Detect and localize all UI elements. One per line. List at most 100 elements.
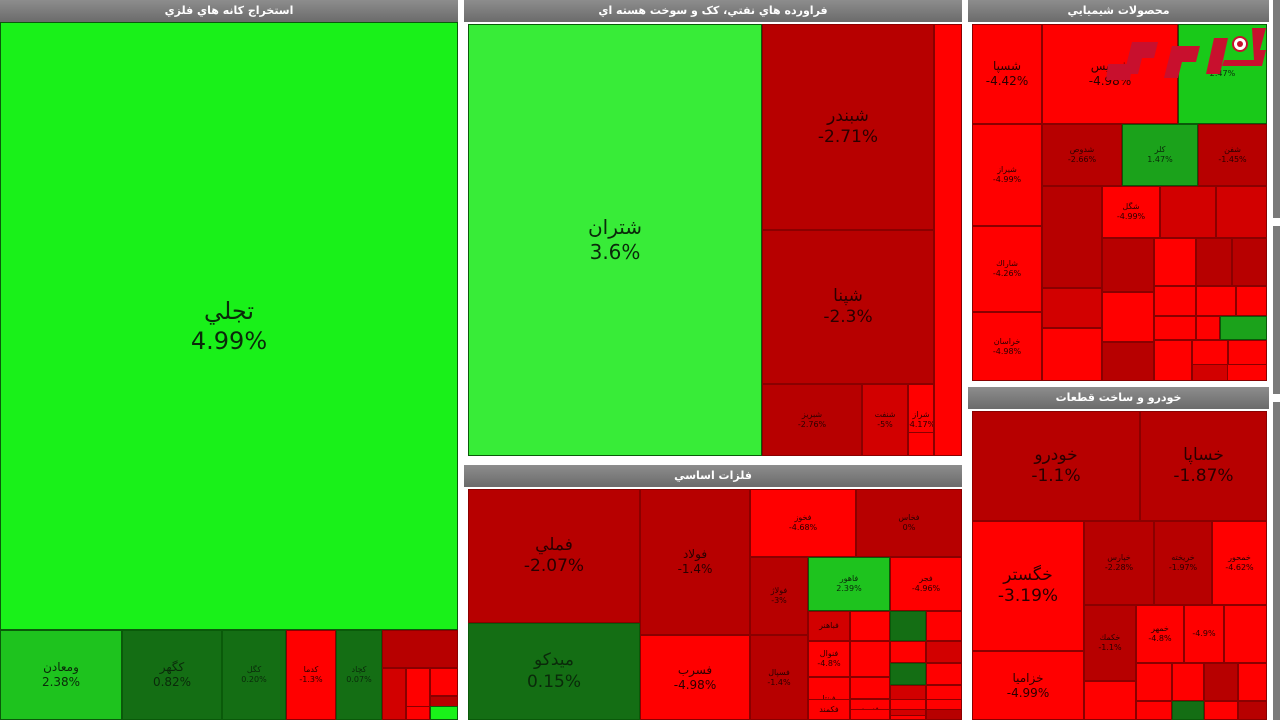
stock-tile[interactable]: خگستر -3.19% [972, 521, 1084, 651]
stock-tile[interactable] [1204, 663, 1238, 701]
stock-tile[interactable]: فنوال -4.8% [808, 641, 850, 677]
stock-tile[interactable]: فجر -4.96% [890, 557, 962, 611]
sector-chemical-products: محصولات شيميايي شسپا-4.42%شپديس-4.98%2.4… [968, 0, 1269, 381]
stock-tile[interactable] [1136, 663, 1172, 701]
stock-tile[interactable] [1154, 340, 1192, 381]
stock-tile[interactable]: خمحور -4.62% [1212, 521, 1267, 605]
stock-tile[interactable] [1238, 663, 1267, 701]
stock-tile[interactable]: شتران 3.6% [468, 24, 762, 456]
stock-tile[interactable]: فولاد -1.4% [640, 489, 750, 635]
stock-tile[interactable]: شسپا -4.42% [972, 24, 1042, 124]
stock-tile[interactable]: خكمك -1.1% [1084, 605, 1136, 681]
stock-tile[interactable]: فولاژ -3% [750, 557, 808, 635]
stock-tile[interactable] [1154, 316, 1196, 340]
stock-tile[interactable] [1238, 701, 1267, 720]
stock-tile[interactable] [850, 709, 890, 720]
stock-symbol: فجر [919, 574, 933, 583]
stock-tile[interactable]: فملي -2.07% [468, 489, 640, 623]
stock-tile[interactable] [1216, 186, 1267, 238]
stock-symbol: شفن [1224, 145, 1241, 154]
stock-tile[interactable] [1102, 292, 1154, 342]
stock-tile[interactable]: فخاس 0% [856, 489, 962, 557]
stock-tile[interactable]: شگل -4.99% [1102, 186, 1160, 238]
stock-tile[interactable]: تجلي 4.99% [0, 22, 458, 630]
stock-tile[interactable] [382, 668, 406, 720]
stock-tile[interactable] [908, 432, 934, 456]
stock-tile[interactable]: كلر 1.47% [1122, 124, 1198, 186]
stock-tile[interactable]: شبريز -2.76% [762, 384, 862, 456]
stock-tile[interactable]: خراسان -4.98% [972, 312, 1042, 381]
stock-tile[interactable]: شبندر -2.71% [762, 24, 934, 230]
stock-tile[interactable] [1154, 286, 1196, 316]
stock-change-percent: -2.76% [797, 420, 827, 429]
stock-tile[interactable] [1204, 701, 1238, 720]
stock-tile[interactable] [1102, 342, 1154, 381]
stock-tile[interactable] [1102, 238, 1154, 292]
stock-tile[interactable] [1196, 286, 1236, 316]
stock-tile[interactable] [430, 668, 458, 696]
stock-tile[interactable] [1042, 186, 1102, 288]
stock-tile[interactable]: شدوص -2.66% [1042, 124, 1122, 186]
stock-tile[interactable] [1084, 681, 1136, 720]
stock-tile[interactable]: فكمند [808, 699, 850, 720]
stock-tile[interactable]: كگهر 0.82% [122, 630, 222, 720]
stock-change-percent: -4.96% [911, 584, 941, 593]
stock-tile[interactable]: شفن -1.45% [1198, 124, 1267, 186]
stock-tile[interactable] [1042, 328, 1102, 381]
stock-tile[interactable] [850, 677, 890, 699]
stock-tile[interactable] [1136, 701, 1172, 720]
stock-symbol: ميدكو [533, 650, 575, 671]
stock-tile[interactable] [1042, 288, 1102, 328]
stock-tile[interactable]: خساپا -1.87% [1140, 411, 1267, 521]
stock-tile[interactable] [1160, 186, 1216, 238]
stock-tile[interactable]: فاهور 2.39% [808, 557, 890, 611]
stock-tile[interactable] [890, 611, 926, 641]
stock-change-percent: 3.6% [589, 240, 641, 264]
stock-tile[interactable] [890, 663, 926, 685]
stock-tile[interactable] [406, 706, 430, 720]
stock-tile[interactable]: ميدكو 0.15% [468, 623, 640, 720]
sector-header: فراورده هاي نفتي، كک و سوخت هسته اي [464, 0, 962, 22]
stock-tile[interactable]: خپارس -2.28% [1084, 521, 1154, 605]
stock-tile[interactable]: شنفت -5% [862, 384, 908, 456]
stock-tile[interactable]: فسرب -4.98% [640, 635, 750, 720]
stock-tile[interactable]: خودرو -1.1% [972, 411, 1140, 521]
stock-tile[interactable]: خزاميا -4.99% [972, 651, 1084, 720]
stock-tile[interactable]: ومعادن 2.38% [0, 630, 122, 720]
stock-tile[interactable]: خريخته -1.97% [1154, 521, 1212, 605]
stock-tile[interactable] [382, 630, 458, 668]
stock-tile[interactable] [1232, 238, 1267, 286]
stock-tile[interactable] [1154, 238, 1196, 286]
stock-tile[interactable]: كگل 0.20% [222, 630, 286, 720]
stock-symbol: خمهر [1151, 624, 1169, 633]
stock-tile[interactable]: فخوز -4.68% [750, 489, 856, 557]
stock-tile[interactable]: شپنا -2.3% [762, 230, 934, 384]
stock-tile[interactable]: -4.9% [1184, 605, 1224, 663]
stock-tile[interactable] [1196, 238, 1232, 286]
stock-tile[interactable] [926, 611, 962, 641]
stock-tile[interactable] [934, 24, 962, 456]
stock-tile[interactable] [926, 641, 962, 663]
stock-tile[interactable] [890, 641, 926, 663]
stock-tile[interactable]: كدما -1.3% [286, 630, 336, 720]
stock-tile[interactable] [1172, 663, 1204, 701]
stock-tile[interactable] [1220, 316, 1267, 340]
stock-tile[interactable] [850, 611, 890, 641]
stock-tile[interactable] [1236, 286, 1267, 316]
stock-tile[interactable]: خمهر -4.8% [1136, 605, 1184, 663]
stock-tile[interactable]: شاراك -4.26% [972, 226, 1042, 312]
stock-tile[interactable]: شيراز -4.99% [972, 124, 1042, 226]
stock-tile[interactable] [926, 709, 962, 720]
stock-tile[interactable] [430, 706, 458, 720]
stock-tile[interactable]: فسپال -1.4% [750, 635, 808, 720]
stock-tile[interactable] [1224, 605, 1267, 663]
stock-tile[interactable] [850, 641, 890, 677]
stock-tile[interactable] [1196, 316, 1220, 340]
stock-tile[interactable] [1192, 364, 1228, 381]
sector-treemap-area: تجلي 4.99% ومعادن 2.38% كگهر 0.82% كگل 0.20% كدم… [0, 22, 458, 720]
stock-tile[interactable] [1172, 701, 1204, 720]
stock-tile[interactable] [926, 663, 962, 685]
stock-tile[interactable]: كچاد 0.07% [336, 630, 382, 720]
stock-tile[interactable]: فباهنر [808, 611, 850, 641]
stock-tile[interactable] [890, 715, 926, 720]
